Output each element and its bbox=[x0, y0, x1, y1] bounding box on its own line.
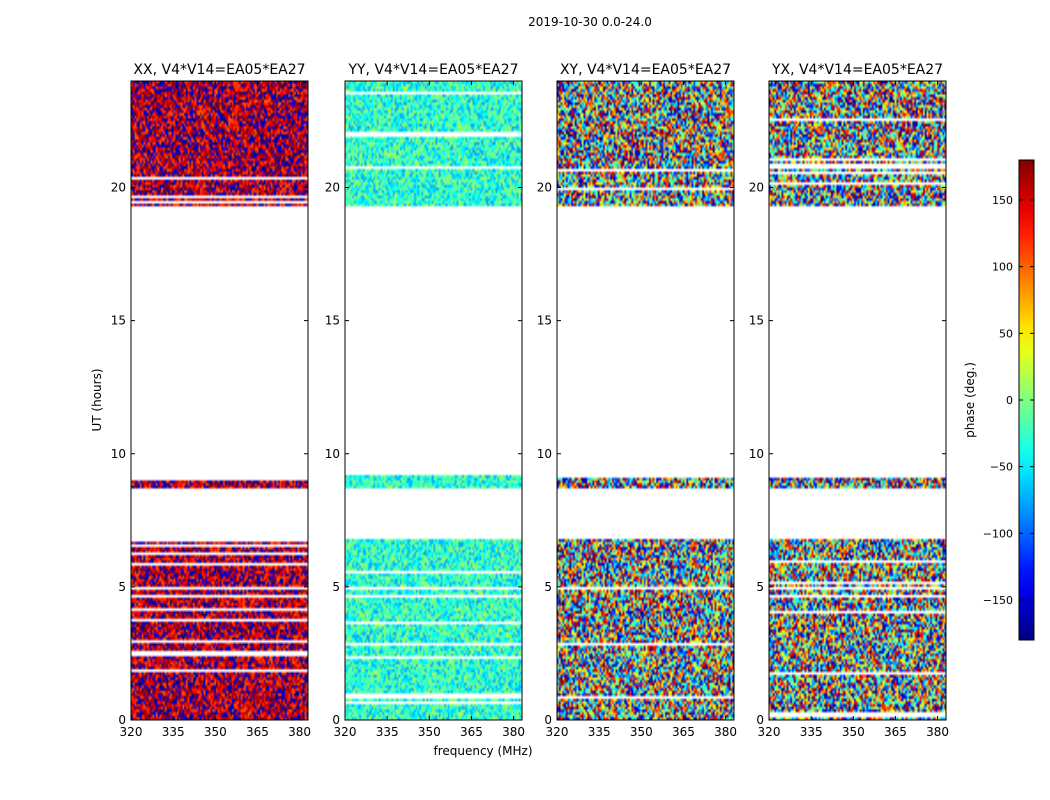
panel-title: XY, V4*V14=EA05*EA27 bbox=[560, 62, 731, 78]
y-tick-label: 15 bbox=[749, 314, 764, 328]
panels: XX, V4*V14=EA05*EA27 320 335 350 365 380 0 5 10 1… bbox=[111, 62, 949, 739]
y-tick-label: 20 bbox=[749, 181, 764, 195]
y-tick-label: 20 bbox=[325, 181, 340, 195]
x-tick-label: 365 bbox=[672, 725, 695, 739]
colorbar-tick-label: 50 bbox=[999, 327, 1013, 340]
figure-suptitle: 2019-10-30 0.0-24.0 bbox=[528, 15, 652, 29]
panel-title: XX, V4*V14=EA05*EA27 bbox=[133, 62, 305, 78]
y-axis-label: UT (hours) bbox=[90, 368, 104, 431]
x-tick-label: 320 bbox=[546, 725, 569, 739]
colorbar-tick-label: 0 bbox=[1006, 394, 1013, 407]
phase-heatmap bbox=[345, 81, 522, 720]
x-tick-label: 365 bbox=[884, 725, 907, 739]
x-tick-label: 380 bbox=[926, 725, 949, 739]
phase-heatmap bbox=[769, 81, 946, 720]
panel-frame bbox=[130, 80, 309, 721]
x-tick-label: 320 bbox=[334, 725, 357, 739]
y-tick-label: 0 bbox=[756, 713, 764, 727]
y-tick-label: 0 bbox=[118, 713, 126, 727]
x-tick-label: 350 bbox=[418, 725, 441, 739]
y-tick-label: 0 bbox=[544, 713, 552, 727]
phase-heatmap bbox=[131, 81, 308, 720]
x-tick-label: 350 bbox=[204, 725, 227, 739]
colorbar-label: phase (deg.) bbox=[963, 362, 977, 438]
y-tick-label: 10 bbox=[111, 447, 126, 461]
colorbar-tick-label: −50 bbox=[990, 461, 1013, 474]
y-tick-label: 20 bbox=[111, 181, 126, 195]
x-tick-label: 350 bbox=[630, 725, 653, 739]
x-tick-label: 350 bbox=[842, 725, 865, 739]
y-tick-label: 0 bbox=[332, 713, 340, 727]
x-tick-label: 320 bbox=[120, 725, 143, 739]
panel-title: YY, V4*V14=EA05*EA27 bbox=[347, 62, 518, 78]
x-tick-label: 380 bbox=[288, 725, 311, 739]
x-tick-label: 335 bbox=[162, 725, 185, 739]
x-tick-label: 380 bbox=[714, 725, 737, 739]
y-tick-label: 10 bbox=[325, 447, 340, 461]
panel-frame bbox=[768, 80, 947, 721]
y-tick-label: 5 bbox=[332, 580, 340, 594]
panel-title: YX, V4*V14=EA05*EA27 bbox=[771, 62, 943, 78]
y-tick-label: 15 bbox=[537, 314, 552, 328]
x-tick-label: 335 bbox=[800, 725, 823, 739]
y-tick-label: 10 bbox=[537, 447, 552, 461]
panel-4: YX, V4*V14=EA05*EA27 320 335 350 365 380 0 5 10 1… bbox=[749, 62, 949, 739]
y-tick-label: 5 bbox=[118, 580, 126, 594]
panel-frame bbox=[556, 80, 735, 721]
x-tick-label: 380 bbox=[502, 725, 525, 739]
x-tick-label: 335 bbox=[376, 725, 399, 739]
y-tick-label: 5 bbox=[544, 580, 552, 594]
y-tick-label: 5 bbox=[756, 580, 764, 594]
y-tick-label: 15 bbox=[111, 314, 126, 328]
panel-2: YY, V4*V14=EA05*EA27 320 335 350 365 380 0 5 10 1… bbox=[325, 62, 525, 739]
x-tick-label: 365 bbox=[246, 725, 269, 739]
y-tick-label: 10 bbox=[749, 447, 764, 461]
x-tick-label: 320 bbox=[758, 725, 781, 739]
phase-heatmap bbox=[557, 81, 734, 720]
colorbar-tick-label: 150 bbox=[992, 194, 1013, 207]
colorbar-tick-label: −100 bbox=[983, 527, 1013, 540]
colorbar-tick-label: −150 bbox=[983, 594, 1013, 607]
x-tick-label: 335 bbox=[588, 725, 611, 739]
colorbar-tick-label: 100 bbox=[992, 261, 1013, 274]
x-axis-label: frequency (MHz) bbox=[433, 744, 532, 758]
colorbar: 150 100 50 0 −50 −100 −150 bbox=[983, 159, 1035, 641]
panel-frame bbox=[344, 80, 523, 721]
y-tick-label: 20 bbox=[537, 181, 552, 195]
x-tick-label: 365 bbox=[460, 725, 483, 739]
panel-1: XX, V4*V14=EA05*EA27 320 335 350 365 380 0 5 10 1… bbox=[111, 62, 311, 739]
y-tick-label: 15 bbox=[325, 314, 340, 328]
panel-3: XY, V4*V14=EA05*EA27 320 335 350 365 380 0 5 10 1… bbox=[537, 62, 737, 739]
